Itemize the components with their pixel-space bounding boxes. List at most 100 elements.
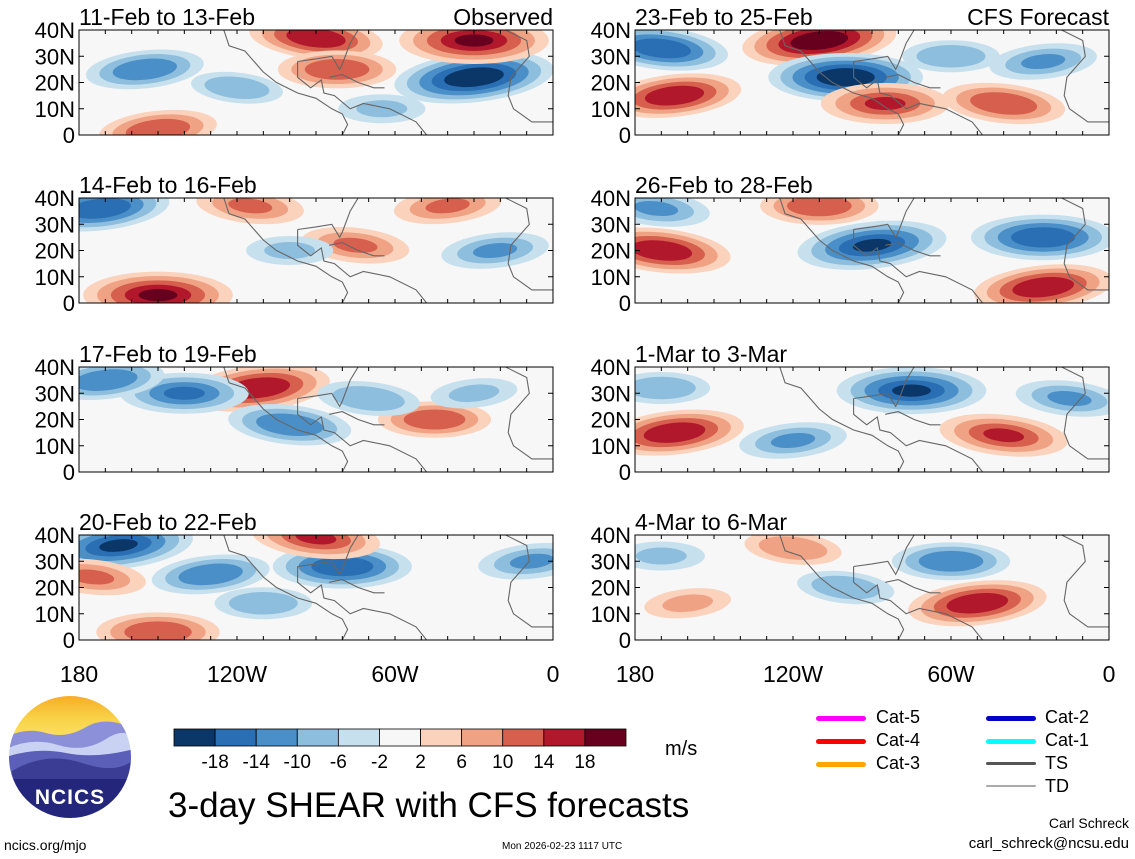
shear-contour [983, 428, 1025, 443]
coastline [779, 30, 905, 135]
colorbar-swatch [543, 728, 586, 747]
shear-contour [239, 381, 277, 395]
shear-contour [264, 242, 316, 259]
colorbar-units: m/s [665, 738, 698, 760]
legend-line-cat2 [986, 716, 1036, 721]
coastline [297, 535, 359, 576]
shear-contour [852, 238, 892, 252]
coastline [779, 198, 905, 303]
colorbar-swatch [379, 728, 421, 747]
y-tick-label: 30N [591, 549, 631, 574]
legend-line-cat1 [986, 739, 1036, 744]
legend-label-ts: TS [1045, 753, 1069, 773]
colorbar-tick-label: -2 [371, 752, 388, 773]
legend-line-cat3 [816, 762, 866, 767]
coastline [223, 367, 349, 472]
coastline [297, 229, 428, 303]
shear-contour [643, 244, 680, 257]
shear-contour [99, 539, 138, 552]
shear-contour [86, 373, 125, 387]
coastline [297, 367, 359, 408]
y-tick-label: 0 [63, 460, 75, 485]
panel-7-field [635, 535, 1109, 640]
coastline [297, 398, 428, 472]
coastline [1061, 367, 1109, 460]
colorbar-tick-label: -14 [242, 752, 270, 773]
coastline [297, 198, 359, 239]
y-tick-label: 40N [591, 186, 631, 211]
legend-label-cat4: Cat-4 [876, 730, 921, 750]
y-tick-label: 20N [35, 71, 75, 96]
legend-line-td [986, 785, 1036, 787]
shear-contour [1025, 281, 1062, 294]
y-tick-label: 10N [591, 97, 631, 122]
y-tick-label: 0 [63, 628, 75, 653]
shear-contour [318, 63, 356, 76]
coastline [329, 74, 385, 89]
shear-contour [138, 625, 178, 639]
panel-date-label: 14-Feb to 16-Feb [79, 172, 257, 198]
shear-contour [930, 49, 972, 63]
y-tick-label: 20N [591, 239, 631, 264]
email[interactable]: carl_schreck@ncsu.edu [968, 835, 1129, 852]
y-tick-label: 30N [35, 44, 75, 69]
x-tick-label: 60W [371, 661, 419, 687]
coastline [505, 535, 553, 628]
y-tick-label: 40N [591, 18, 631, 43]
shear-contour [1024, 231, 1062, 244]
shear-contour [892, 384, 931, 397]
panel-date-label: 4-Mar to 6-Mar [635, 509, 787, 535]
coastline [853, 198, 915, 239]
panel-tag: Observed [453, 4, 553, 30]
panel-1-field [79, 198, 553, 303]
y-tick-label: 10N [591, 265, 631, 290]
coastline [853, 535, 915, 576]
coastline [885, 411, 941, 426]
colorbar-swatch [173, 728, 216, 747]
y-tick-label: 0 [619, 628, 631, 653]
y-tick-label: 40N [591, 355, 631, 380]
colorbar-swatch [296, 728, 339, 747]
panel-5-field [635, 198, 1109, 303]
colorbar-tick-label: 6 [456, 752, 467, 773]
shear-contour [228, 198, 273, 214]
coastline [885, 74, 941, 89]
source-url[interactable]: ncics.org/mjo [4, 837, 87, 853]
coastline [1061, 535, 1109, 628]
shear-contour [1047, 390, 1092, 407]
coastline [853, 398, 984, 472]
y-tick-label: 30N [591, 212, 631, 237]
y-tick-label: 10N [591, 434, 631, 459]
coastline [505, 198, 553, 291]
y-tick-label: 20N [591, 408, 631, 433]
y-tick-label: 20N [35, 576, 75, 601]
shear-contour [333, 237, 378, 253]
coastline [329, 411, 385, 426]
panel-2-field [79, 367, 553, 472]
colorbar-swatch [214, 728, 257, 747]
coastline [779, 367, 905, 472]
y-tick-label: 10N [35, 602, 75, 627]
x-tick-label: 120W [207, 661, 267, 687]
legend-line-cat5 [816, 716, 866, 721]
colorbar-tick-label: 10 [492, 752, 513, 773]
legend-label-cat1: Cat-1 [1045, 730, 1090, 750]
x-tick-label: 180 [60, 661, 98, 687]
shear-contour [770, 432, 816, 449]
x-tick-label: 180 [616, 661, 654, 687]
panel-date-label: 20-Feb to 22-Feb [79, 509, 257, 535]
y-tick-label: 20N [591, 71, 631, 96]
y-tick-label: 40N [35, 186, 75, 211]
coastline [885, 242, 941, 257]
coastline [223, 30, 349, 135]
colorbar-tick-label: -18 [201, 752, 228, 773]
y-tick-label: 30N [591, 381, 631, 406]
panel-4-field [635, 30, 1109, 135]
legend-line-cat4 [816, 739, 866, 744]
panel-date-label: 17-Feb to 19-Feb [79, 341, 257, 367]
panel-3-field [79, 535, 553, 640]
shear-contour [984, 96, 1024, 111]
coastline [853, 30, 915, 71]
x-tick-label: 120W [763, 661, 823, 687]
chart-title: 3-day SHEAR with CFS forecasts [168, 786, 690, 825]
